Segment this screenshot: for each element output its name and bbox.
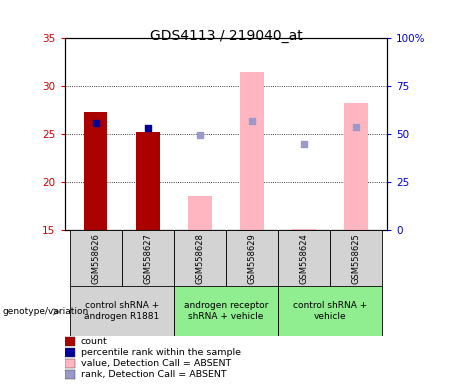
Text: control shRNA +
vehicle: control shRNA + vehicle bbox=[293, 301, 367, 321]
Bar bbox=[65, 371, 76, 379]
Text: androgen receptor
shRNA + vehicle: androgen receptor shRNA + vehicle bbox=[183, 301, 268, 321]
Bar bbox=[174, 230, 226, 286]
Bar bbox=[292, 229, 316, 230]
Text: rank, Detection Call = ABSENT: rank, Detection Call = ABSENT bbox=[81, 370, 226, 379]
Bar bbox=[70, 286, 174, 336]
Bar bbox=[174, 286, 278, 336]
Text: GSM558629: GSM558629 bbox=[248, 233, 256, 284]
Bar bbox=[136, 131, 160, 230]
Text: GSM558624: GSM558624 bbox=[300, 233, 308, 284]
Bar bbox=[226, 230, 278, 286]
Bar bbox=[188, 196, 212, 230]
Point bbox=[196, 132, 204, 138]
Bar bbox=[65, 348, 76, 357]
Text: percentile rank within the sample: percentile rank within the sample bbox=[81, 348, 241, 357]
Bar bbox=[278, 286, 382, 336]
Text: GSM558625: GSM558625 bbox=[351, 233, 361, 284]
Bar bbox=[70, 230, 122, 286]
Bar bbox=[330, 230, 382, 286]
Bar bbox=[344, 103, 368, 230]
Bar bbox=[65, 337, 76, 346]
Text: GSM558626: GSM558626 bbox=[91, 233, 100, 284]
Bar bbox=[122, 230, 174, 286]
Text: control shRNA +
androgen R1881: control shRNA + androgen R1881 bbox=[84, 301, 160, 321]
Point bbox=[352, 124, 360, 130]
Point bbox=[300, 141, 307, 147]
Text: GSM558627: GSM558627 bbox=[143, 233, 152, 284]
Point bbox=[144, 124, 152, 131]
Bar bbox=[278, 230, 330, 286]
Text: GSM558628: GSM558628 bbox=[195, 233, 204, 284]
Text: count: count bbox=[81, 337, 107, 346]
Text: GDS4113 / 219040_at: GDS4113 / 219040_at bbox=[149, 29, 302, 43]
Point bbox=[248, 118, 255, 124]
Text: value, Detection Call = ABSENT: value, Detection Call = ABSENT bbox=[81, 359, 231, 368]
Bar bbox=[240, 72, 264, 230]
Bar bbox=[65, 359, 76, 368]
Point bbox=[92, 120, 100, 126]
Bar bbox=[84, 112, 107, 230]
Text: genotype/variation: genotype/variation bbox=[2, 306, 89, 316]
